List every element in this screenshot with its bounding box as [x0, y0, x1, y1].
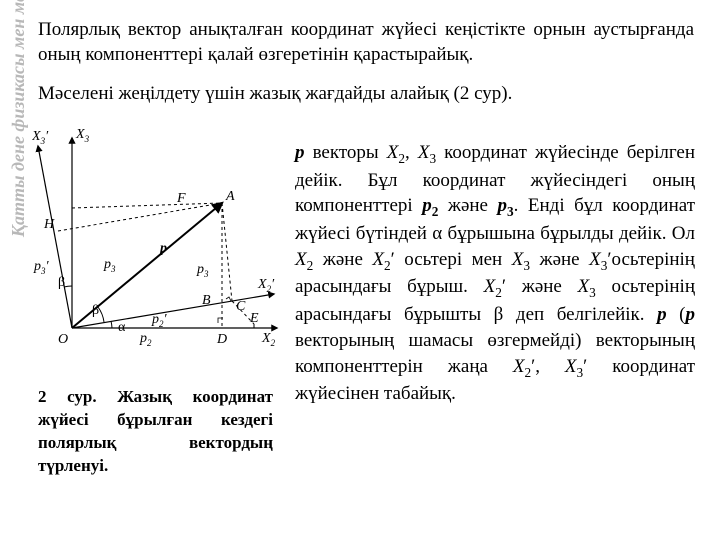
- mid-paragraph: Мәселені жеңілдету үшін жазық жағдайды а…: [38, 82, 694, 107]
- point-e-label: E: [249, 311, 259, 326]
- p-sym: p: [657, 304, 667, 325]
- x-sym: X: [513, 356, 525, 377]
- t: және: [438, 195, 497, 216]
- point-o-label: O: [58, 332, 68, 347]
- x-sym: X: [484, 276, 496, 297]
- p-sym: p: [422, 195, 432, 216]
- figure-caption: 2 сур. Жазық координат жүйесі бұрылған к…: [38, 386, 273, 478]
- p2-label: p2: [139, 331, 152, 348]
- alpha-label: α: [118, 320, 126, 335]
- p3-label: p3: [103, 257, 116, 274]
- t: және: [506, 276, 578, 297]
- x-sym: X: [578, 276, 590, 297]
- dashed-a-c: [222, 203, 232, 301]
- x3-label: X3: [75, 127, 90, 144]
- dashed-h-a: [58, 203, 222, 231]
- side-department-text: Қатты дене физикасы мен материалтану каф…: [8, 0, 29, 270]
- x-sym: X: [372, 249, 384, 270]
- p-vector-label: p: [159, 241, 167, 256]
- t: және: [530, 249, 589, 270]
- t: және: [313, 249, 372, 270]
- t: (: [667, 304, 686, 325]
- x-sym: X: [418, 142, 430, 163]
- dashed-f-a: [72, 203, 222, 208]
- coordinate-figure: X3′ X3 X2′ X2 A B C D E F H O p p2 p3 p3…: [32, 118, 282, 358]
- point-b-label: B: [202, 293, 211, 308]
- beta-low-label: β: [92, 303, 99, 318]
- point-d-label: D: [216, 332, 227, 347]
- t: ,: [405, 142, 418, 163]
- t: осьтері мен: [395, 249, 512, 270]
- p3-right-label: p3: [196, 262, 209, 279]
- x2-label: X2: [261, 331, 276, 348]
- sub: 3: [589, 285, 596, 300]
- p-sym: p: [498, 195, 508, 216]
- x3-prime-label: X3′: [32, 129, 49, 146]
- x-sym: X: [295, 249, 307, 270]
- sub: 2: [384, 258, 391, 273]
- sub: 3: [523, 258, 530, 273]
- x-sym: X: [565, 356, 577, 377]
- sub: 2: [495, 285, 502, 300]
- p-sym: p: [295, 142, 305, 163]
- right-angle-c: [226, 297, 231, 301]
- point-a-label: A: [225, 189, 235, 204]
- p-sym: p: [686, 304, 696, 325]
- x2-prime-label: X2′: [257, 277, 275, 294]
- t: векторы: [305, 142, 387, 163]
- alpha-arc: [111, 321, 112, 328]
- sub: 3: [507, 204, 514, 219]
- right-paragraph: p векторы X2, X3 координат жүйесінде бер…: [295, 140, 695, 407]
- point-h-label: H: [43, 217, 55, 232]
- p2-prime-label: p2′: [151, 312, 168, 329]
- point-c-label: C: [236, 299, 246, 314]
- beta-top-label: β: [58, 275, 65, 290]
- x-sym: X: [512, 249, 524, 270]
- point-f-label: F: [176, 191, 186, 206]
- top-paragraph: Полярлық вектор анықталған координат жүй…: [38, 18, 694, 67]
- t: ,: [535, 356, 565, 377]
- x-sym: X: [589, 249, 601, 270]
- beta-arc-top: [64, 286, 72, 287]
- sub: 2: [398, 151, 405, 166]
- x-sym: X: [387, 142, 399, 163]
- x3-prime-axis: [38, 146, 72, 328]
- p3-prime-label: p3′: [33, 259, 50, 276]
